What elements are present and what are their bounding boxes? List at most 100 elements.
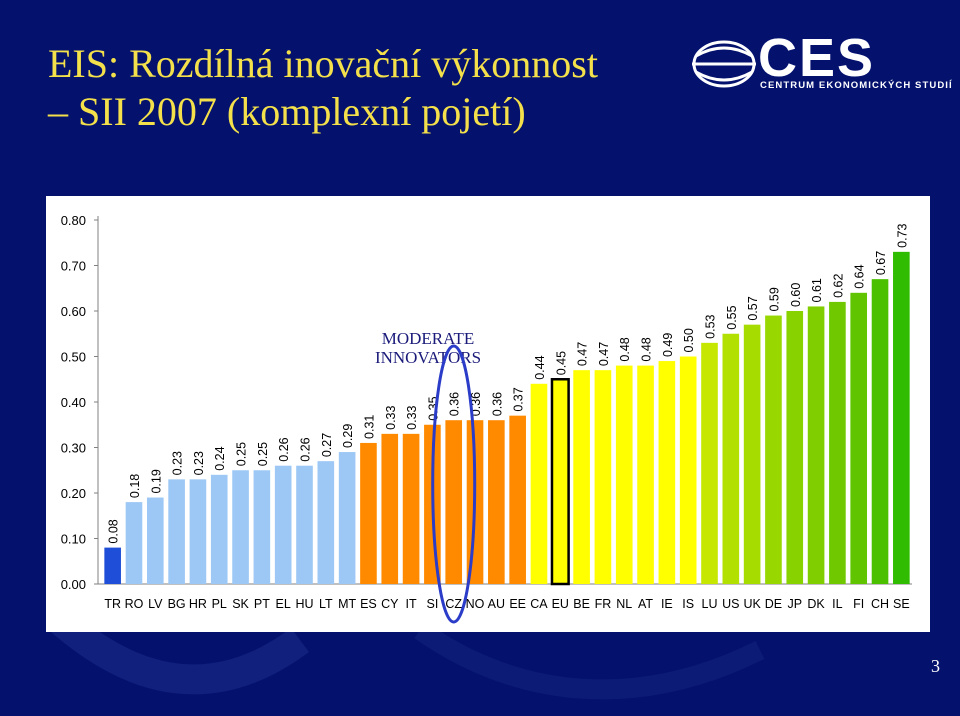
x-tick-label: DE	[765, 597, 782, 611]
x-tick-label: FR	[595, 597, 612, 611]
data-label: 0.36	[490, 392, 504, 416]
data-label: 0.19	[149, 469, 163, 493]
bar-TR	[104, 547, 121, 584]
bar-IL	[829, 301, 846, 584]
bar-RO	[125, 502, 143, 584]
highlight-ellipse	[431, 344, 477, 624]
bar-PL	[210, 474, 228, 584]
chart-panel: 0.00 0.10 0.20 0.30 0.40 0.50 0.60 0.70 0.80 0.08…	[46, 196, 930, 632]
data-label: 0.73	[895, 223, 909, 247]
x-tick-label: CA	[530, 597, 548, 611]
bar-NL	[615, 365, 633, 584]
bar-MT	[338, 452, 356, 584]
annotation-line2: INNOVATORS	[375, 348, 481, 367]
data-label: 0.55	[725, 305, 739, 329]
x-tick-label: IS	[682, 597, 694, 611]
bar-BG	[168, 479, 185, 584]
bar-EE	[509, 415, 526, 584]
x-tick-label: IE	[661, 597, 673, 611]
data-label: 0.23	[192, 451, 206, 475]
bar-AT	[637, 365, 654, 584]
data-label: 0.62	[831, 274, 845, 298]
bar-PT	[253, 470, 271, 584]
data-label: 0.26	[299, 437, 313, 461]
y-tick-label: 0.40	[61, 395, 86, 410]
x-tick-label: DK	[807, 597, 825, 611]
annotation-line1: MODERATE	[382, 329, 475, 348]
x-tick-label: IT	[406, 597, 417, 611]
x-tick-label: BE	[573, 597, 590, 611]
bar-CY	[381, 433, 399, 584]
bar-IS	[679, 356, 697, 584]
y-tick-label: 0.30	[61, 441, 86, 456]
x-tick-label: AT	[638, 597, 653, 611]
data-label: 0.44	[533, 355, 547, 379]
slide-title: EIS: Rozdílná inovační výkonnost – SII 2…	[48, 40, 688, 136]
x-tick-label: JP	[787, 597, 802, 611]
y-tick-label: 0.10	[61, 532, 86, 547]
data-label: 0.31	[362, 415, 376, 439]
bar-SE	[893, 251, 910, 584]
bar-DK	[807, 306, 825, 584]
x-tick-label: SK	[232, 597, 249, 611]
x-tick-label: EL	[276, 597, 291, 611]
y-tick-label: 0.70	[61, 259, 86, 274]
data-label: 0.67	[874, 251, 888, 275]
slide-title-line1: EIS: Rozdílná inovační výkonnost	[48, 41, 598, 86]
bar-UK	[743, 324, 761, 584]
x-tick-label: SE	[893, 597, 910, 611]
x-tick-label: EU	[552, 597, 569, 611]
x-tick-label: PT	[254, 597, 270, 611]
bar-LU	[701, 342, 718, 584]
data-label: 0.26	[277, 437, 291, 461]
bar-JP	[786, 311, 804, 584]
x-tick-label: LT	[319, 597, 333, 611]
data-label: 0.48	[618, 337, 632, 361]
data-label: 0.36	[448, 392, 462, 416]
bar-EL	[274, 465, 292, 584]
data-label: 0.37	[512, 387, 526, 411]
data-label: 0.64	[853, 264, 867, 288]
x-tick-label: SI	[426, 597, 438, 611]
x-tick-label: UK	[743, 597, 761, 611]
data-label: 0.47	[597, 342, 611, 366]
y-tick-label: 0.50	[61, 350, 86, 365]
x-tick-label: HU	[295, 597, 313, 611]
y-tick-label: 0.00	[61, 577, 86, 592]
bar-IT	[402, 433, 420, 584]
bar-CA	[530, 383, 548, 584]
logo-text: CES	[758, 28, 876, 88]
x-tick-label: RO	[125, 597, 144, 611]
data-label: 0.18	[128, 474, 142, 498]
innovation-bar-chart: 0.00 0.10 0.20 0.30 0.40 0.50 0.60 0.70 0.80 0.08…	[61, 213, 912, 624]
data-label: 0.50	[682, 328, 696, 352]
x-tick-label: CZ	[445, 597, 462, 611]
x-tick-label: IL	[832, 597, 842, 611]
bar-FR	[594, 370, 612, 584]
bar-CH	[871, 279, 889, 584]
x-tick-label: CY	[381, 597, 399, 611]
bar-LT	[317, 461, 335, 584]
data-label: 0.23	[171, 451, 185, 475]
x-tick-label: MT	[338, 597, 356, 611]
bar-EU	[550, 378, 570, 586]
data-label: 0.49	[661, 333, 675, 357]
data-label: 0.33	[384, 405, 398, 429]
data-label: 0.45	[554, 351, 568, 375]
bar-LV	[146, 497, 164, 584]
y-tick-label: 0.80	[61, 213, 86, 228]
bar-FI	[850, 292, 868, 584]
bar-SK	[232, 470, 249, 584]
globe-swoosh-icon	[692, 40, 756, 88]
data-label: 0.25	[235, 442, 249, 466]
bar-AU	[488, 420, 505, 584]
page-number: 3	[931, 656, 940, 676]
data-label: 0.24	[213, 446, 227, 470]
x-tick-label: PL	[212, 597, 227, 611]
data-label: 0.25	[256, 442, 270, 466]
data-label: 0.57	[746, 296, 760, 320]
slide-title-line2: – SII 2007 (komplexní pojetí)	[48, 89, 526, 134]
x-tick-label: EE	[509, 597, 526, 611]
bar-IE	[658, 361, 676, 584]
